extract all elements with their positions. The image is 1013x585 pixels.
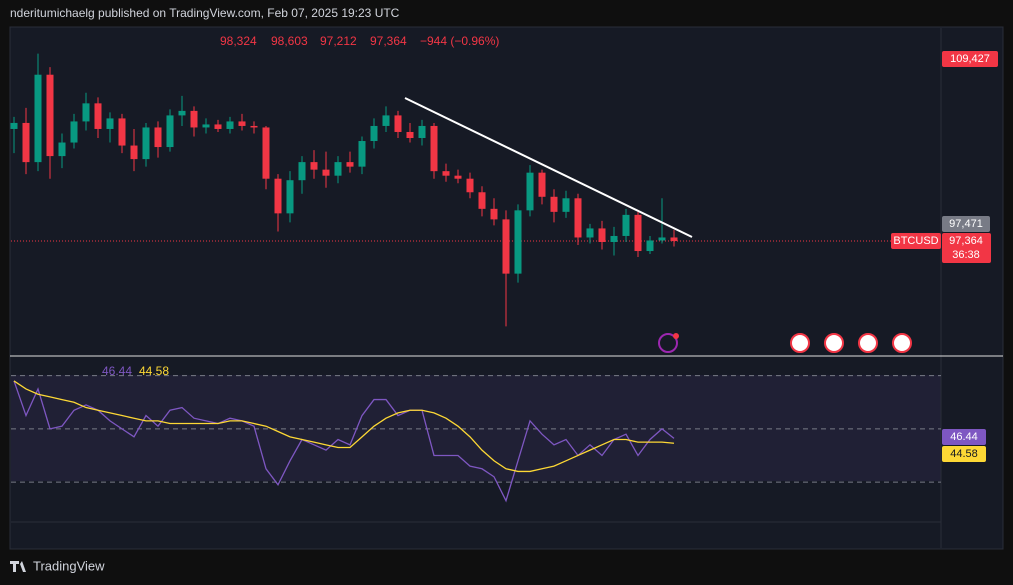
flag-icon: [892, 333, 912, 353]
candle-body: [286, 180, 294, 214]
rsi-pane: [11, 357, 941, 522]
candle-body: [382, 115, 390, 126]
candle-body: [454, 175, 462, 179]
candle-body: [478, 192, 486, 209]
candle-body: [22, 122, 30, 163]
flag-icon: [858, 333, 878, 353]
flag-icon: [790, 333, 810, 353]
ohlc-open: 98,324: [220, 34, 257, 48]
candle-body: [610, 235, 618, 242]
candle-body: [94, 103, 102, 129]
candle-body: [526, 172, 534, 211]
candle-body: [118, 118, 126, 146]
candle-body: [394, 115, 402, 132]
candle-body: [418, 125, 426, 139]
candle-body: [106, 118, 114, 129]
prev-label: 97,471: [949, 218, 983, 230]
candle-body: [634, 214, 642, 252]
candle-body: [670, 237, 678, 242]
candle-body: [370, 125, 378, 142]
candle-body: [322, 169, 330, 176]
candle-body: [262, 127, 270, 179]
candle-body: [646, 240, 654, 252]
marks: [10, 53, 941, 503]
candle-body: [214, 124, 222, 129]
candle-body: [502, 219, 510, 274]
candle-body: [250, 125, 258, 128]
candle-body: [490, 208, 498, 220]
rsi-band: [11, 375, 941, 481]
candle-body: [34, 74, 42, 163]
symbol-label: BTCUSD: [893, 235, 938, 247]
candle-body: [586, 228, 594, 238]
candle-body: [514, 210, 522, 274]
candle-body: [178, 110, 186, 116]
candle-body: [154, 127, 162, 148]
event-icons: [658, 333, 912, 353]
candle-body: [466, 178, 474, 193]
ohlc-close: 97,364: [370, 34, 407, 48]
candle-body: [166, 115, 174, 148]
candle-body: [274, 178, 282, 214]
rsi-legend: 46.44: [102, 364, 132, 378]
publisher: nderitumichaelg published on TradingView…: [10, 6, 400, 20]
candle-body: [550, 196, 558, 212]
ma-label: 44.58: [950, 448, 978, 460]
lightning-icon: [658, 333, 678, 353]
candle-body: [562, 198, 570, 212]
candle-body: [238, 121, 246, 126]
ohlc-high: 98,603: [271, 34, 308, 48]
candle-body: [622, 214, 630, 236]
candle-body: [358, 141, 366, 167]
rsi-line: [13, 380, 675, 473]
ohlc-low: 97,212: [320, 34, 357, 48]
candle-body: [298, 162, 306, 181]
candle-body: [70, 121, 78, 143]
last-label: 97,364: [949, 235, 983, 247]
candle-body: [142, 127, 150, 160]
price-tags: 109,427 97,471 BTCUSD 97,364 36:38 46.44…: [891, 51, 998, 462]
candle-body: [310, 162, 318, 170]
notice-dot: [673, 333, 679, 339]
flag-icon: [824, 333, 844, 353]
ma-legend: 44.58: [139, 364, 169, 378]
trend-line: [404, 97, 693, 238]
candle-body: [130, 145, 138, 160]
rsi-line: [13, 380, 675, 503]
countdown: 36:38: [952, 249, 980, 261]
candle-body: [226, 121, 234, 129]
high-tag: [942, 51, 998, 67]
prev-tag: [942, 216, 990, 232]
candle-body: [658, 237, 666, 241]
candle-body: [406, 131, 414, 139]
candle-body: [190, 110, 198, 128]
rsi-label: 46.44: [950, 431, 978, 443]
rsi-tag: [942, 429, 986, 445]
ma-tag: [942, 446, 986, 462]
candle-body: [82, 103, 90, 122]
footer-brand: TradingView: [33, 558, 105, 573]
candle-body: [442, 171, 450, 176]
candle-body: [334, 162, 342, 176]
candle-body: [346, 162, 354, 167]
logo: [10, 561, 26, 572]
candle-body: [538, 172, 546, 197]
candle-body: [202, 124, 210, 128]
candle-body: [430, 125, 438, 172]
ohlc-legend: 98,324 98,603 97,212 97,364 −944 (−0.96%…: [220, 34, 499, 48]
candle-body: [46, 74, 54, 157]
candle-body: [574, 198, 582, 238]
candle-body: [598, 228, 606, 242]
high-label: 109,427: [950, 53, 990, 65]
candle-body: [58, 142, 66, 157]
ohlc-change: −944 (−0.96%): [420, 34, 499, 48]
last-tag: [942, 233, 991, 263]
candle-body: [10, 122, 18, 129]
symbol-tag: [891, 233, 941, 249]
